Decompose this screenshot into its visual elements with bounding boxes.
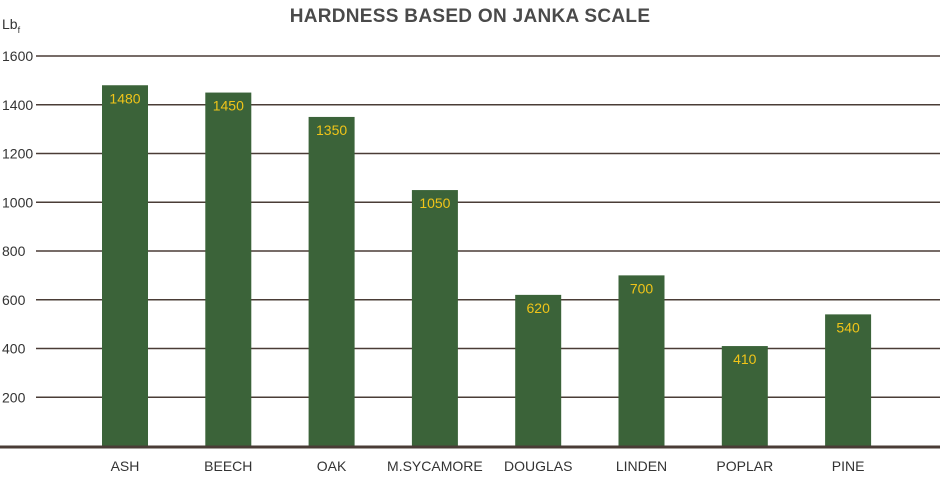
y-tick-label: 400 (2, 341, 26, 357)
data-label: 1050 (419, 195, 450, 211)
data-labels: 1480 1450 1350 1050 620 700 410 540 (109, 90, 860, 367)
y-tick-label: 1000 (2, 194, 33, 210)
y-axis-unit-text: Lb (2, 16, 18, 32)
bar (721, 346, 768, 446)
data-label: 1480 (109, 90, 140, 106)
y-axis-unit-label: Lbf (2, 16, 21, 35)
y-tick-labels: 200 400 600 800 1000 1200 1400 1600 (2, 48, 33, 405)
data-label: 540 (836, 319, 860, 335)
data-label: 410 (733, 351, 757, 367)
data-label: 700 (630, 280, 654, 296)
bar (308, 116, 355, 446)
bar (825, 314, 872, 446)
bar (205, 92, 252, 446)
bar (618, 275, 665, 446)
bar (411, 190, 458, 446)
data-label: 1450 (213, 98, 244, 114)
x-tick-label: PINE (832, 458, 865, 474)
x-tick-label: DOUGLAS (504, 458, 572, 474)
y-tick-label: 600 (2, 292, 26, 308)
x-tick-label: BEECH (204, 458, 252, 474)
chart-title: HARDNESS BASED ON JANKA SCALE (289, 6, 651, 27)
bar (102, 85, 148, 446)
x-tick-label: OAK (317, 458, 347, 474)
x-tick-label: M.SYCAMORE (387, 458, 483, 474)
x-tick-labels: ASH BEECH OAK M.SYCAMORE DOUGLAS LINDEN POPLAR… (111, 458, 865, 474)
y-tick-label: 800 (2, 243, 26, 259)
y-tick-label: 1600 (2, 48, 33, 64)
x-tick-label: ASH (111, 458, 140, 474)
bars (102, 85, 872, 446)
y-tick-label: 1400 (2, 97, 33, 113)
grid-lines (36, 55, 940, 399)
y-axis-unit-subscript: f (18, 25, 21, 35)
bar (515, 294, 562, 446)
y-tick-label: 1200 (2, 146, 33, 162)
x-tick-label: POPLAR (716, 458, 773, 474)
y-tick-label: 200 (2, 389, 26, 405)
data-label: 1350 (316, 122, 347, 138)
data-label: 620 (527, 300, 551, 316)
x-tick-label: LINDEN (616, 458, 667, 474)
